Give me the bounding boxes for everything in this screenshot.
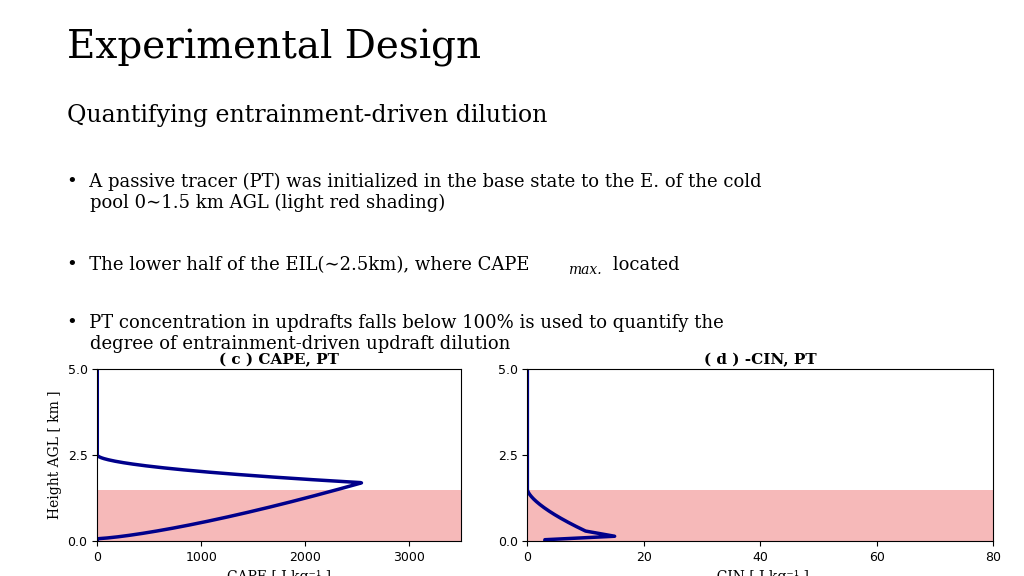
Title: ( d ) -CIN, PT: ( d ) -CIN, PT	[705, 353, 816, 367]
Text: Experimental Design: Experimental Design	[67, 29, 480, 67]
Text: max.: max.	[568, 263, 602, 277]
Text: located: located	[607, 256, 680, 274]
Bar	[527, 490, 993, 541]
Text: •  The lower half of the EIL(∼2.5km), where CAPE: • The lower half of the EIL(∼2.5km), whe…	[67, 256, 529, 274]
X-axis label: -CIN [ J kg⁻¹ ]: -CIN [ J kg⁻¹ ]	[712, 570, 809, 576]
Text: •  A passive tracer (PT) was initialized in the base state to the E. of the cold: • A passive tracer (PT) was initialized …	[67, 173, 761, 212]
Text: •  PT concentration in updrafts falls below 100% is used to quantify the
    deg: • PT concentration in updrafts falls bel…	[67, 314, 723, 353]
Bar	[97, 490, 461, 541]
Title: ( c ) CAPE, PT: ( c ) CAPE, PT	[219, 353, 339, 367]
Y-axis label: Height AGL [ km ]: Height AGL [ km ]	[48, 391, 62, 520]
Text: Quantifying entrainment-driven dilution: Quantifying entrainment-driven dilution	[67, 104, 547, 127]
X-axis label: CAPE [ J kg⁻¹ ]: CAPE [ J kg⁻¹ ]	[227, 570, 331, 576]
